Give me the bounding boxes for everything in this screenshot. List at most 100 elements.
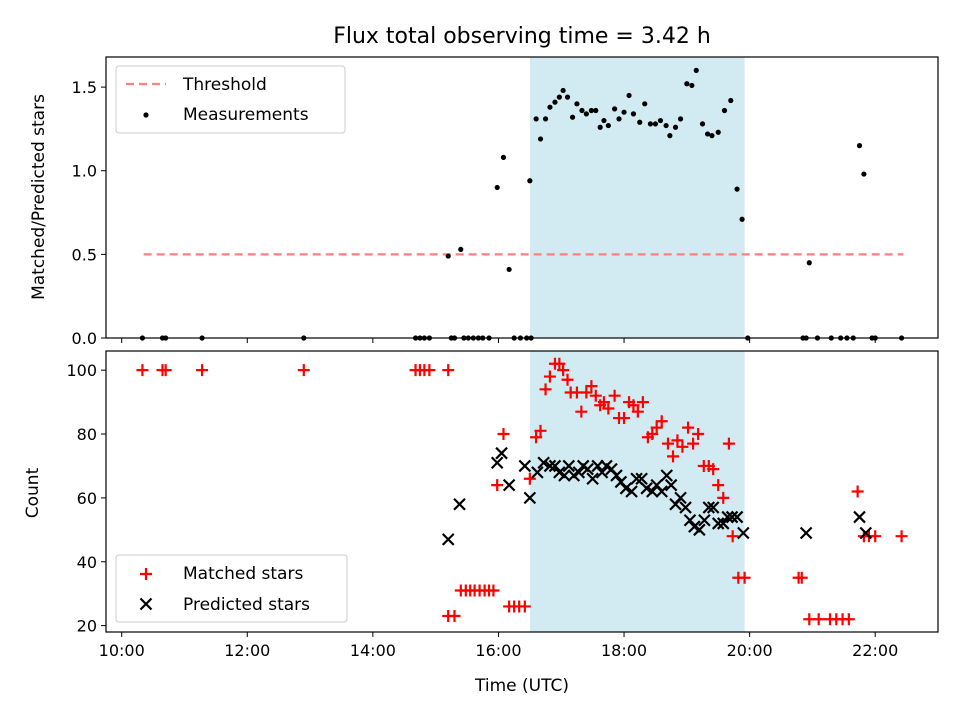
measurement-point (500, 154, 507, 160)
predicted-stars-marker (625, 485, 638, 498)
matched-stars-marker (497, 428, 510, 441)
legend-matched-label: Matched stars (183, 564, 303, 584)
measurement-point (533, 116, 539, 122)
matched-stars-marker (636, 396, 649, 409)
matched-stars-marker (491, 479, 504, 492)
measurement-point (856, 143, 863, 149)
predicted-stars-marker (630, 472, 643, 486)
x-tick-label: 12:00 (224, 641, 270, 660)
matched-stars-marker (159, 364, 172, 377)
measurement-point (672, 124, 679, 130)
predicted-stars-marker (706, 501, 720, 514)
bottom-axes-frame (105, 350, 939, 633)
bottom-y-tick-label: 60 (77, 489, 97, 508)
measurement-point (689, 82, 695, 89)
predicted-stars-marker (721, 510, 734, 524)
matched-stars-marker (575, 405, 588, 418)
top-y-tick-label: 0.0 (72, 329, 97, 348)
predicted-stars-marker (683, 513, 697, 527)
predicted-stars-marker (664, 478, 678, 492)
predicted-stars-marker (537, 456, 550, 470)
top-panel: 0.0 0.5 1.0 1.5 (72, 56, 939, 348)
matched-stars-marker (851, 485, 864, 498)
matched-stars-marker (543, 370, 556, 383)
top-legend-box (115, 65, 346, 134)
measurement-point (739, 216, 745, 222)
matched-stars-marker (676, 440, 689, 453)
predicted-stars-marker (655, 485, 668, 498)
matched-stars-marker (895, 530, 908, 543)
predicted-stars-marker (799, 526, 813, 540)
bottom-y-tick-label: 20 (77, 617, 97, 636)
matched-stars-marker (196, 364, 209, 377)
measurement-point (621, 109, 627, 115)
bottom-panel: 10:00 12:00 14:00 16:00 18:00 20:00 22:00 20 40 6… (66, 350, 939, 660)
predicted-stars-marker (453, 497, 466, 511)
measurement-point (458, 246, 464, 252)
measurement-point (527, 178, 533, 184)
predicted-stars-marker (730, 510, 744, 524)
measurement-point (593, 107, 599, 114)
matched-stars-marker (597, 396, 610, 409)
matched-stars-marker (631, 405, 644, 418)
measurement-point (616, 116, 622, 122)
x-tick-label: 14:00 (350, 641, 396, 660)
measurement-point (556, 94, 562, 100)
measurement-point (560, 87, 566, 94)
matched-stars-marker (795, 571, 808, 584)
measurement-point (574, 101, 580, 107)
matched-stars-marker (812, 613, 825, 626)
top-axes-frame (105, 56, 939, 339)
x-tick-label: 16:00 (475, 641, 521, 660)
bottom-y-tick-label: 100 (66, 361, 97, 380)
measurement-point (547, 104, 553, 110)
measurement-point (721, 107, 728, 114)
top-y-tick-label: 1.0 (72, 162, 97, 181)
predicted-stars-marker (646, 485, 659, 498)
predicted-stars-marker (548, 459, 562, 473)
matched-stars-marker (722, 437, 735, 450)
x-tick-label: 20:00 (727, 641, 773, 660)
matched-stars-marker (712, 479, 725, 492)
x-tick-label: 10:00 (99, 641, 145, 660)
matched-stars-marker (580, 386, 593, 399)
predicted-stars-marker (581, 462, 594, 476)
top-observing-span (529, 57, 745, 338)
predicted-stars-marker (441, 533, 455, 546)
matched-stars-marker (661, 437, 674, 450)
measurement-point (612, 106, 618, 112)
measurement-point (734, 186, 740, 192)
measurement-point (709, 133, 715, 139)
predicted-stars-marker (531, 466, 544, 479)
measurement-point (494, 184, 500, 191)
matched-stars-marker (869, 530, 882, 543)
predicted-stars-marker (853, 510, 866, 524)
measurement-point (569, 114, 576, 120)
measurement-point (667, 133, 673, 139)
x-tick-label: 22:00 (852, 641, 898, 660)
matched-stars-marker (585, 380, 598, 393)
measurement-point (445, 253, 451, 259)
legend-predicted-marker (139, 597, 153, 611)
matched-stars-marker (618, 412, 631, 425)
predicted-stars-marker (660, 469, 674, 482)
matched-stars-marker (530, 431, 543, 444)
measurement-point (677, 116, 684, 122)
matched-stars-marker (487, 584, 500, 597)
matched-stars-marker (667, 450, 680, 463)
matched-stars-marker (136, 364, 149, 377)
matched-stars-marker (553, 357, 566, 370)
legend-matched-marker (140, 568, 152, 580)
top-legend: Threshold Measurements (115, 65, 346, 134)
matched-stars-marker (717, 491, 730, 504)
measurement-point (861, 171, 867, 177)
bottom-legend-box (115, 554, 348, 623)
matched-stars-marker (646, 428, 659, 441)
legend-predicted-label: Predicted stars (183, 595, 310, 615)
bottom-y-tick-label: 80 (77, 425, 97, 444)
measurement-point (542, 116, 549, 122)
measurement-point (699, 121, 706, 127)
matched-stars-marker (589, 389, 602, 402)
bottom-legend: Matched stars Predicted stars (115, 554, 348, 623)
predicted-stars-marker (725, 510, 739, 524)
